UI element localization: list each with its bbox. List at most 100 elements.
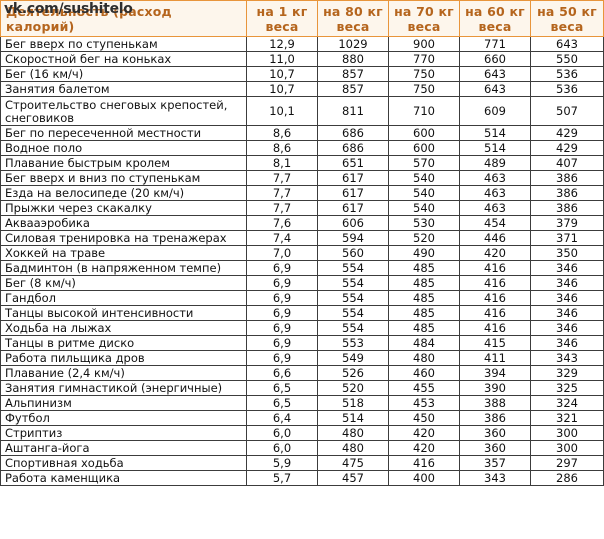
cell-per1: 6,9 bbox=[246, 305, 318, 321]
column-header-80kg-line1: на 80 кг bbox=[323, 3, 383, 19]
table-row: Работа пильщика дров 6,9 549 480 411 343 bbox=[0, 350, 604, 366]
column-header-50kg: на 50 кг веса bbox=[530, 0, 604, 37]
cell-kg80: 880 bbox=[317, 51, 389, 67]
cell-kg70: 770 bbox=[388, 51, 460, 67]
table-row: Строительство снеговых крепостей, снегов… bbox=[0, 96, 604, 126]
cell-kg50: 297 bbox=[530, 455, 604, 471]
cell-kg50: 343 bbox=[530, 350, 604, 366]
header-row: Деятельность (расход калорий) на 1 кг ве… bbox=[0, 0, 604, 37]
cell-kg50: 536 bbox=[530, 81, 604, 97]
calorie-expenditure-table: Деятельность (расход калорий) на 1 кг ве… bbox=[0, 0, 604, 486]
cell-activity: Езда на велосипеде (20 км/ч) bbox=[0, 185, 247, 201]
cell-kg50: 321 bbox=[530, 410, 604, 426]
cell-activity: Занятия балетом bbox=[0, 81, 247, 97]
cell-kg50: 346 bbox=[530, 290, 604, 306]
cell-activity: Бег вверх и вниз по ступенькам bbox=[0, 170, 247, 186]
cell-per1: 6,9 bbox=[246, 275, 318, 291]
cell-kg80: 475 bbox=[317, 455, 389, 471]
cell-kg80: 514 bbox=[317, 410, 389, 426]
column-header-60kg-line1: на 60 кг bbox=[465, 3, 525, 19]
cell-kg60: 454 bbox=[459, 215, 531, 231]
cell-per1: 8,6 bbox=[246, 125, 318, 141]
cell-kg60: 390 bbox=[459, 380, 531, 396]
cell-per1: 7,7 bbox=[246, 170, 318, 186]
cell-kg50: 386 bbox=[530, 200, 604, 216]
cell-kg50: 346 bbox=[530, 305, 604, 321]
cell-per1: 7,6 bbox=[246, 215, 318, 231]
cell-kg50: 386 bbox=[530, 185, 604, 201]
table-row: Занятия балетом 10,7 857 750 643 536 bbox=[0, 81, 604, 97]
cell-per1: 6,0 bbox=[246, 440, 318, 456]
cell-per1: 6,6 bbox=[246, 365, 318, 381]
cell-kg60: 463 bbox=[459, 200, 531, 216]
table-row: Бег (16 км/ч) 10,7 857 750 643 536 bbox=[0, 66, 604, 82]
table-row: Танцы высокой интенсивности 6,9 554 485 416 3… bbox=[0, 305, 604, 321]
column-header-70kg: на 70 кг веса bbox=[388, 0, 460, 37]
cell-kg50: 371 bbox=[530, 230, 604, 246]
cell-kg60: 360 bbox=[459, 425, 531, 441]
table-row: Аштанга-йога 6,0 480 420 360 300 bbox=[0, 440, 604, 456]
table-row: Бег по пересеченной местности 8,6 686 600 51… bbox=[0, 125, 604, 141]
cell-kg80: 606 bbox=[317, 215, 389, 231]
cell-per1: 5,9 bbox=[246, 455, 318, 471]
column-header-50kg-line1: на 50 кг bbox=[537, 3, 597, 19]
cell-kg80: 554 bbox=[317, 305, 389, 321]
cell-per1: 12,9 bbox=[246, 36, 318, 52]
cell-kg50: 507 bbox=[530, 96, 604, 126]
cell-kg80: 554 bbox=[317, 275, 389, 291]
cell-kg80: 554 bbox=[317, 290, 389, 306]
cell-kg70: 530 bbox=[388, 215, 460, 231]
cell-kg80: 651 bbox=[317, 155, 389, 171]
cell-kg80: 549 bbox=[317, 350, 389, 366]
cell-kg60: 463 bbox=[459, 185, 531, 201]
cell-kg80: 1029 bbox=[317, 36, 389, 52]
column-header-per-1kg: на 1 кг веса bbox=[246, 0, 318, 37]
cell-kg50: 536 bbox=[530, 66, 604, 82]
cell-kg60: 660 bbox=[459, 51, 531, 67]
table-row: Плавание (2,4 км/ч) 6,6 526 460 394 329 bbox=[0, 365, 604, 381]
cell-kg70: 420 bbox=[388, 425, 460, 441]
cell-kg60: 416 bbox=[459, 275, 531, 291]
cell-per1: 6,9 bbox=[246, 350, 318, 366]
cell-kg60: 357 bbox=[459, 455, 531, 471]
cell-kg70: 600 bbox=[388, 125, 460, 141]
cell-activity: Аквааэробика bbox=[0, 215, 247, 231]
cell-per1: 5,7 bbox=[246, 470, 318, 486]
cell-kg70: 520 bbox=[388, 230, 460, 246]
cell-kg70: 540 bbox=[388, 185, 460, 201]
cell-per1: 6,9 bbox=[246, 320, 318, 336]
cell-activity: Плавание быстрым кролем bbox=[0, 155, 247, 171]
cell-per1: 8,1 bbox=[246, 155, 318, 171]
cell-kg70: 485 bbox=[388, 275, 460, 291]
cell-kg50: 346 bbox=[530, 320, 604, 336]
cell-activity: Прыжки через скакалку bbox=[0, 200, 247, 216]
cell-kg60: 420 bbox=[459, 245, 531, 261]
table-row: Гандбол 6,9 554 485 416 346 bbox=[0, 290, 604, 306]
cell-kg70: 750 bbox=[388, 66, 460, 82]
table-row: Альпинизм 6,5 518 453 388 324 bbox=[0, 395, 604, 411]
cell-kg60: 416 bbox=[459, 320, 531, 336]
cell-kg60: 643 bbox=[459, 81, 531, 97]
cell-kg60: 643 bbox=[459, 66, 531, 82]
cell-per1: 7,7 bbox=[246, 200, 318, 216]
table-row: Танцы в ритме диско 6,9 553 484 415 346 bbox=[0, 335, 604, 351]
cell-kg80: 560 bbox=[317, 245, 389, 261]
cell-activity: Водное поло bbox=[0, 140, 247, 156]
cell-kg70: 455 bbox=[388, 380, 460, 396]
cell-activity: Плавание (2,4 км/ч) bbox=[0, 365, 247, 381]
cell-activity: Гандбол bbox=[0, 290, 247, 306]
column-header-per-1kg-line2: веса bbox=[265, 18, 299, 34]
cell-kg80: 554 bbox=[317, 320, 389, 336]
cell-kg80: 686 bbox=[317, 125, 389, 141]
cell-kg80: 686 bbox=[317, 140, 389, 156]
cell-kg70: 460 bbox=[388, 365, 460, 381]
cell-kg50: 550 bbox=[530, 51, 604, 67]
cell-kg60: 416 bbox=[459, 260, 531, 276]
cell-kg80: 553 bbox=[317, 335, 389, 351]
cell-kg60: 388 bbox=[459, 395, 531, 411]
cell-kg70: 485 bbox=[388, 320, 460, 336]
cell-kg80: 617 bbox=[317, 200, 389, 216]
cell-activity: Бег по пересеченной местности bbox=[0, 125, 247, 141]
cell-per1: 6,5 bbox=[246, 380, 318, 396]
